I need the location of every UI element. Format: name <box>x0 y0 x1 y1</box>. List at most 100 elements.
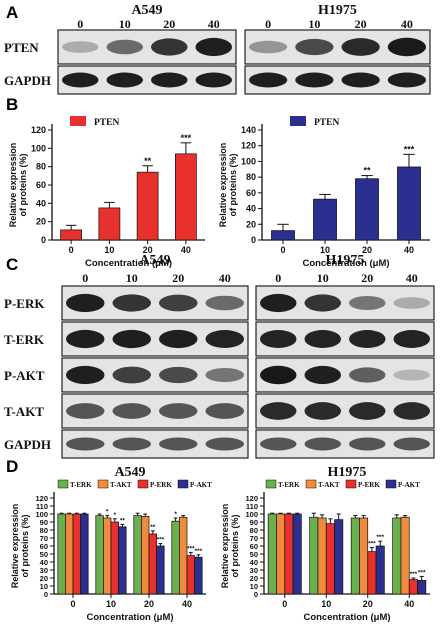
blot-band <box>304 330 341 348</box>
bar <box>156 545 165 595</box>
y-tick-label: 70 <box>250 534 258 543</box>
bar <box>118 526 127 595</box>
bar <box>72 513 81 595</box>
legend-label: T-ERK <box>70 481 92 489</box>
blot-band <box>62 41 99 53</box>
blot-band <box>349 367 386 383</box>
bar <box>408 579 418 595</box>
y-tick-label: 20 <box>36 217 46 227</box>
y-tick-label: 60 <box>40 542 48 551</box>
blot-band <box>112 403 151 419</box>
bar <box>65 513 74 595</box>
lane-label: 10 <box>119 17 131 31</box>
blot-band <box>387 72 426 88</box>
blot-band <box>304 437 341 451</box>
blot-band <box>151 38 188 56</box>
y-tick-label: 0 <box>41 235 46 245</box>
y-tick-label: 10 <box>250 582 258 591</box>
bar <box>103 517 112 595</box>
y-tick-label: 90 <box>40 518 48 527</box>
lane-label: 20 <box>361 271 373 285</box>
blot-band <box>349 402 386 420</box>
panel-label-d: D <box>6 457 18 476</box>
band-label: GAPDH <box>4 73 51 88</box>
blot-band <box>112 366 151 384</box>
chart-title: H1975 <box>328 465 367 480</box>
y-axis-label: of proteins (%) <box>20 515 30 578</box>
blot-band <box>66 365 105 385</box>
bar <box>136 171 159 241</box>
significance-label: *** <box>404 144 415 154</box>
blot-title: H1975 <box>326 253 365 268</box>
blot-band <box>387 37 426 57</box>
blot-band <box>66 329 105 349</box>
blot-band <box>159 403 198 419</box>
y-tick-label: 120 <box>241 141 256 151</box>
blot-band <box>249 40 288 54</box>
lane-label: 40 <box>219 271 231 285</box>
legend-label: P-AKT <box>398 481 420 489</box>
blot-band <box>304 402 341 420</box>
blot-band <box>260 293 297 313</box>
x-tick-label: 40 <box>404 599 414 609</box>
bar <box>98 207 121 241</box>
blot-band <box>205 367 244 383</box>
bar <box>133 515 142 595</box>
y-axis-label: of proteins (%) <box>18 154 28 217</box>
bar <box>194 556 203 595</box>
bar <box>359 517 369 595</box>
significance-label: ** <box>144 156 152 166</box>
blot-title: A549 <box>131 3 162 18</box>
blot-title: H1975 <box>318 3 357 18</box>
blot-band <box>205 330 244 348</box>
bar <box>57 513 66 595</box>
blot-band <box>260 365 297 385</box>
blot-band <box>205 437 244 451</box>
y-axis-label: Relative expression <box>218 143 228 228</box>
legend-label: PTEN <box>314 118 339 128</box>
bar <box>350 517 360 595</box>
blot-band <box>349 437 386 451</box>
legend-swatch <box>137 479 149 489</box>
legend-swatch <box>97 479 109 489</box>
y-tick-label: 20 <box>250 574 258 583</box>
y-tick-label: 100 <box>31 143 46 153</box>
lane-label: 0 <box>77 17 83 31</box>
bar <box>186 555 195 595</box>
bar <box>292 513 302 595</box>
significance-label: *** <box>376 534 384 541</box>
bar <box>375 545 385 595</box>
y-tick-label: 140 <box>241 125 256 135</box>
legend-swatch <box>177 479 189 489</box>
significance-label: *** <box>368 541 376 548</box>
x-tick-label: 10 <box>106 599 116 609</box>
blot-band <box>341 38 380 56</box>
blot-band <box>393 402 430 420</box>
lane-label: 20 <box>163 17 175 31</box>
y-tick-label: 100 <box>35 510 48 519</box>
bar <box>60 229 82 241</box>
lane-label: 20 <box>172 271 184 285</box>
lane-label: 40 <box>406 271 418 285</box>
blot-band <box>260 330 297 348</box>
y-tick-label: 30 <box>40 566 48 575</box>
lane-label: 20 <box>355 17 367 31</box>
band-label: GAPDH <box>4 437 51 452</box>
x-tick-label: 20 <box>144 599 154 609</box>
x-tick-label: 10 <box>320 245 330 255</box>
blot-band <box>349 330 386 348</box>
significance-label: *** <box>157 537 165 544</box>
significance-label: *** <box>195 548 203 555</box>
bar <box>400 516 410 595</box>
y-axis-label: Relative expression <box>10 504 20 589</box>
bar <box>417 580 427 595</box>
legend-label: T-AKT <box>318 481 340 489</box>
band-label: T-ERK <box>4 332 45 347</box>
y-tick-label: 60 <box>36 180 46 190</box>
bar <box>355 178 379 241</box>
y-tick-label: 80 <box>250 526 258 535</box>
lane-label: 40 <box>401 17 413 31</box>
bar <box>317 517 327 595</box>
bar <box>267 513 277 595</box>
